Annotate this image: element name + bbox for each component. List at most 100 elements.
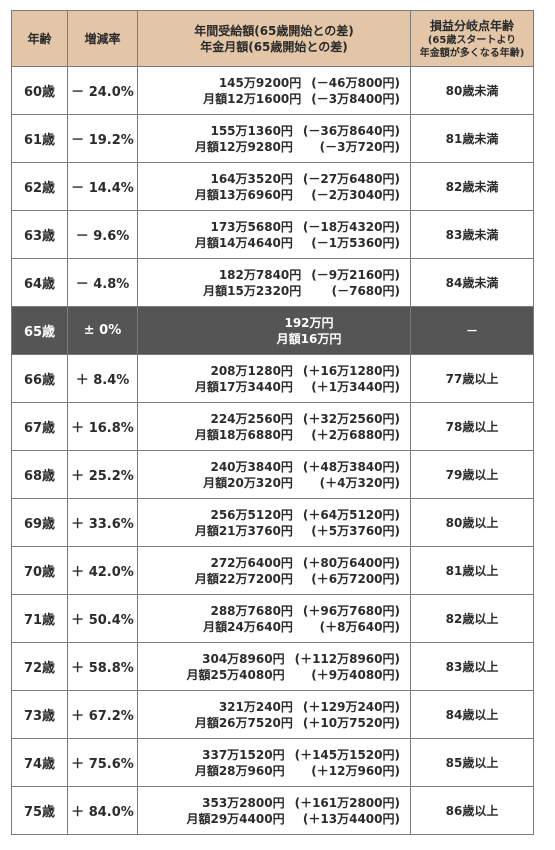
annual-diff: (－9万2160円): [311, 267, 400, 283]
monthly-amount: 月額21万3760円: [168, 523, 293, 539]
table-body: 60歳－ 24.0% 145万9200円 (－46万800円) 月額12万1600円 (…: [12, 67, 534, 835]
cell-age: 71歳: [12, 595, 68, 643]
annual-amount: 240万3840円: [168, 459, 293, 475]
amount-grid: 164万3520円 (－27万6480円) 月額13万6960円 (－2万3040円): [138, 171, 410, 203]
monthly-diff: (－3万720円): [303, 139, 400, 155]
monthly-amount: 月額16万円: [208, 331, 400, 347]
cell-amount: 182万7840円 (－9万2160円) 月額15万2320円 (－7680円): [138, 259, 411, 307]
cell-amount: 272万6400円 (＋80万6400円) 月額22万7200円 (＋6万7200円): [138, 547, 411, 595]
cell-amount: 164万3520円 (－27万6480円) 月額13万6960円 (－2万3040円): [138, 163, 411, 211]
cell-breakeven: 81歳以上: [411, 547, 534, 595]
annual-amount: 155万1360円: [168, 123, 293, 139]
amount-grid: 337万1520円 (＋145万1520円) 月額28万960円 (＋12万960円): [138, 747, 410, 779]
monthly-diff: (＋12万960円): [295, 763, 400, 779]
monthly-amount: 月額12万1600円: [168, 91, 301, 107]
monthly-amount: 月額24万640円: [168, 619, 293, 635]
table-row: 72歳＋ 58.8% 304万8960円 (＋112万8960円) 月額25万4080…: [12, 643, 534, 691]
cell-age: 75歳: [12, 787, 68, 835]
amount-grid: 353万2800円 (＋161万2800円) 月額29万4400円 (＋13万4400…: [138, 795, 410, 827]
pension-table-container: 年齢 増減率 年間受給額(65歳開始との差) 年金月額(65歳開始との差) 損益…: [11, 10, 533, 835]
cell-breakeven: 86歳以上: [411, 787, 534, 835]
monthly-amount: 月額17万3440円: [168, 379, 293, 395]
cell-rate: ＋ 84.0%: [68, 787, 138, 835]
header-amount-line1: 年間受給額(65歳開始との差): [138, 23, 410, 39]
annual-amount: 353万2800円: [168, 795, 285, 811]
cell-amount: 256万5120円 (＋64万5120円) 月額21万3760円 (＋5万3760円): [138, 499, 411, 547]
annual-amount: 164万3520円: [168, 171, 293, 187]
monthly-diff: (＋1万3440円): [303, 379, 400, 395]
cell-breakeven: 78歳以上: [411, 403, 534, 451]
amount-grid: 145万9200円 (－46万800円) 月額12万1600円 (－3万8400円): [138, 75, 410, 107]
table-row: 61歳－ 19.2% 155万1360円 (－36万8640円) 月額12万9280円…: [12, 115, 534, 163]
annual-amount: 192万円: [208, 315, 400, 331]
monthly-diff: (＋10万7520円): [303, 715, 400, 731]
table-row: 70歳＋ 42.0% 272万6400円 (＋80万6400円) 月額22万7200円…: [12, 547, 534, 595]
annual-amount: 304万8960円: [168, 651, 285, 667]
cell-age: 65歳: [12, 307, 68, 355]
annual-diff: (＋16万1280円): [303, 363, 400, 379]
cell-breakeven: 79歳以上: [411, 451, 534, 499]
cell-breakeven: 80歳未満: [411, 67, 534, 115]
header-age: 年齢: [12, 11, 68, 67]
cell-rate: － 4.8%: [68, 259, 138, 307]
cell-breakeven: 83歳未満: [411, 211, 534, 259]
amount-grid: 182万7840円 (－9万2160円) 月額15万2320円 (－7680円): [138, 267, 410, 299]
cell-breakeven: 77歳以上: [411, 355, 534, 403]
table-row: 69歳＋ 33.6% 256万5120円 (＋64万5120円) 月額21万3760円…: [12, 499, 534, 547]
header-row: 年齢 増減率 年間受給額(65歳開始との差) 年金月額(65歳開始との差) 損益…: [12, 11, 534, 67]
header-breakeven: 損益分岐点年齢 (65歳スタートより 年金額が多くなる年齢): [411, 11, 534, 67]
annual-diff: (＋112万8960円): [295, 651, 400, 667]
monthly-amount: 月額15万2320円: [168, 283, 301, 299]
amount-grid: 288万7680円 (＋96万7680円) 月額24万640円 (＋8万640円): [138, 603, 410, 635]
annual-amount: 272万6400円: [168, 555, 293, 571]
pension-table: 年齢 増減率 年間受給額(65歳開始との差) 年金月額(65歳開始との差) 損益…: [11, 10, 534, 835]
cell-rate: ± 0%: [68, 307, 138, 355]
header-breakeven-line2: (65歳スタートより: [411, 34, 533, 47]
cell-rate: － 19.2%: [68, 115, 138, 163]
header-rate: 増減率: [68, 11, 138, 67]
amount-grid: 208万1280円 (＋16万1280円) 月額17万3440円 (＋1万3440円): [138, 363, 410, 395]
annual-amount: 173万5680円: [168, 219, 293, 235]
table-row: 68歳＋ 25.2% 240万3840円 (＋48万3840円) 月額20万320円 (…: [12, 451, 534, 499]
cell-breakeven: 84歳未満: [411, 259, 534, 307]
amount-grid: 192万円 月額16万円: [138, 315, 410, 347]
cell-rate: ＋ 67.2%: [68, 691, 138, 739]
monthly-diff: (－3万8400円): [311, 91, 400, 107]
cell-rate: ＋ 75.6%: [68, 739, 138, 787]
annual-diff: (－36万8640円): [303, 123, 400, 139]
amount-grid: 256万5120円 (＋64万5120円) 月額21万3760円 (＋5万3760円): [138, 507, 410, 539]
monthly-amount: 月額28万960円: [168, 763, 285, 779]
amount-grid: 304万8960円 (＋112万8960円) 月額25万4080円 (＋9万4080円…: [138, 651, 410, 683]
cell-age: 67歳: [12, 403, 68, 451]
annual-diff: (＋96万7680円): [303, 603, 400, 619]
cell-age: 60歳: [12, 67, 68, 115]
cell-age: 64歳: [12, 259, 68, 307]
amount-grid: 155万1360円 (－36万8640円) 月額12万9280円 (－3万720円): [138, 123, 410, 155]
annual-diff: (－27万6480円): [303, 171, 400, 187]
cell-amount: 224万2560円 (＋32万2560円) 月額18万6880円 (＋2万6880円): [138, 403, 411, 451]
annual-amount: 337万1520円: [168, 747, 285, 763]
monthly-amount: 月額29万4400円: [168, 811, 285, 827]
cell-age: 70歳: [12, 547, 68, 595]
table-row: 66歳＋ 8.4% 208万1280円 (＋16万1280円) 月額17万3440円 (…: [12, 355, 534, 403]
cell-breakeven: －: [411, 307, 534, 355]
cell-amount: 155万1360円 (－36万8640円) 月額12万9280円 (－3万720円): [138, 115, 411, 163]
annual-diff: (＋64万5120円): [303, 507, 400, 523]
cell-breakeven: 82歳未満: [411, 163, 534, 211]
table-row: 73歳＋ 67.2% 321万240円 (＋129万240円) 月額26万7520円 (…: [12, 691, 534, 739]
cell-age: 63歳: [12, 211, 68, 259]
table-row: 65歳 ± 0% 192万円 月額16万円－: [12, 307, 534, 355]
header-breakeven-line1: 損益分岐点年齢: [411, 18, 533, 34]
cell-rate: － 14.4%: [68, 163, 138, 211]
amount-grid: 321万240円 (＋129万240円) 月額26万7520円 (＋10万7520円): [138, 699, 410, 731]
cell-rate: － 24.0%: [68, 67, 138, 115]
table-row: 63歳－ 9.6% 173万5680円 (－18万4320円) 月額14万4640円 (…: [12, 211, 534, 259]
annual-diff: (＋32万2560円): [303, 411, 400, 427]
cell-amount: 192万円 月額16万円: [138, 307, 411, 355]
monthly-diff: (＋6万7200円): [303, 571, 400, 587]
monthly-diff: (＋5万3760円): [303, 523, 400, 539]
table-row: 71歳＋ 50.4% 288万7680円 (＋96万7680円) 月額24万640円 (…: [12, 595, 534, 643]
cell-rate: ＋ 42.0%: [68, 547, 138, 595]
annual-amount: 321万240円: [168, 699, 293, 715]
annual-diff: (＋48万3840円): [303, 459, 400, 475]
